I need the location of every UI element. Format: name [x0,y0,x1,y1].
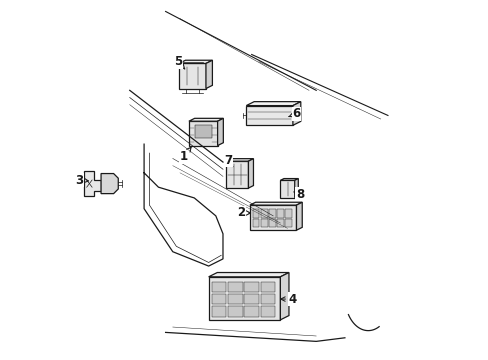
Polygon shape [280,180,294,198]
Polygon shape [244,306,259,317]
Polygon shape [246,102,300,105]
Text: 2: 2 [236,207,250,220]
Polygon shape [101,174,118,194]
Polygon shape [249,202,302,205]
Polygon shape [194,126,211,138]
Polygon shape [226,161,248,188]
Polygon shape [208,273,288,277]
Polygon shape [280,273,288,320]
Polygon shape [260,282,275,292]
Polygon shape [248,159,253,188]
Polygon shape [261,210,267,218]
Polygon shape [280,179,298,180]
Text: 8: 8 [293,188,304,201]
Polygon shape [217,118,223,145]
Polygon shape [285,219,292,227]
Polygon shape [277,210,284,218]
Polygon shape [261,219,267,227]
Text: 4: 4 [280,293,296,306]
Polygon shape [226,159,253,161]
Text: 5: 5 [174,55,184,69]
Polygon shape [285,210,292,218]
Polygon shape [205,60,212,89]
Polygon shape [179,63,205,89]
Polygon shape [228,306,242,317]
Polygon shape [246,105,292,125]
Polygon shape [252,219,259,227]
Polygon shape [188,121,217,145]
Polygon shape [211,282,226,292]
Polygon shape [292,102,300,125]
Text: 1: 1 [179,147,191,163]
Polygon shape [268,210,275,218]
Text: 3: 3 [75,174,88,186]
Polygon shape [228,282,242,292]
Polygon shape [179,60,212,63]
Polygon shape [188,118,223,121]
Polygon shape [244,294,259,305]
Polygon shape [211,294,226,305]
Polygon shape [211,306,226,317]
Polygon shape [260,294,275,305]
Polygon shape [294,179,298,198]
Polygon shape [244,282,259,292]
Polygon shape [208,277,280,320]
Polygon shape [252,210,259,218]
Text: 7: 7 [224,154,233,167]
Text: 6: 6 [288,107,300,120]
Polygon shape [296,202,302,230]
Polygon shape [277,219,284,227]
Polygon shape [83,171,101,196]
Polygon shape [228,294,242,305]
Polygon shape [249,205,296,230]
Polygon shape [260,306,275,317]
Polygon shape [268,219,275,227]
